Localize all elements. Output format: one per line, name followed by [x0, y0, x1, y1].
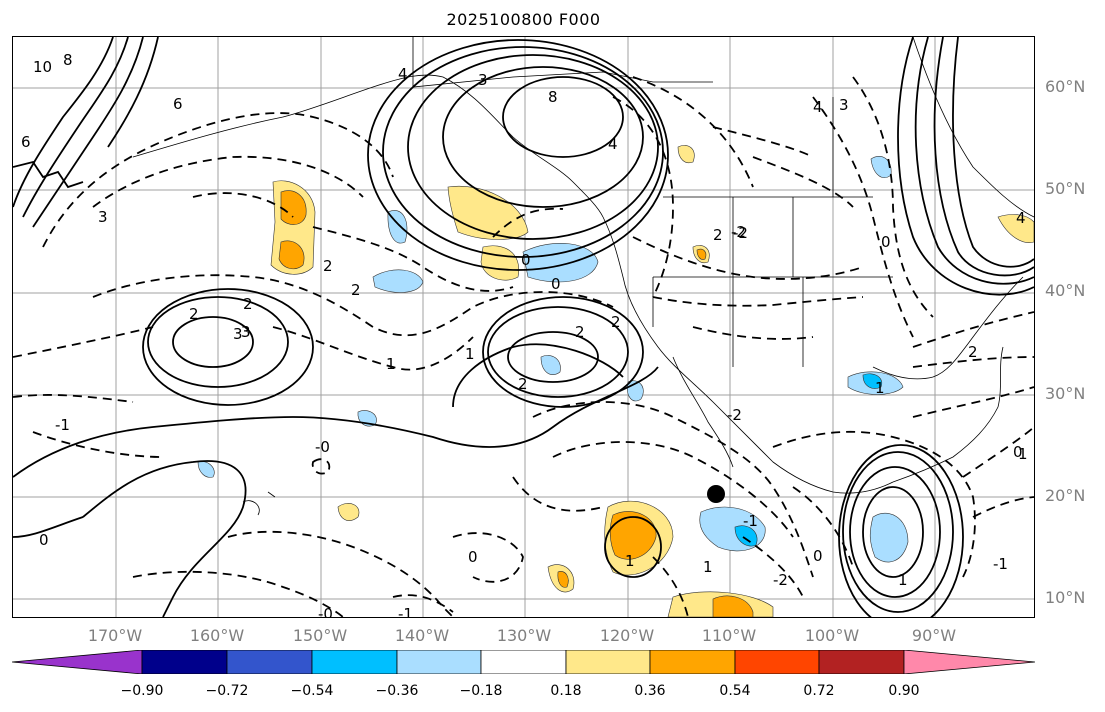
colorbar-segment [311, 650, 398, 674]
colorbar-segment [565, 650, 651, 674]
colorbar-segment [141, 650, 228, 674]
colorbar-tick-label: −0.72 [205, 683, 249, 699]
colorbar-tick-label: 0.18 [550, 683, 582, 699]
contour-label: -0 [315, 438, 330, 456]
contour-label: -2 [773, 571, 788, 589]
colorbar-segment [734, 650, 820, 674]
lon-label-130w: 130°W [496, 626, 552, 645]
map-panel: 10 8 6 6 3 4 3 8 4 4 3 2 2 2 2 3 2 1 1 2… [12, 36, 1035, 618]
contour-label: 1 [703, 558, 713, 576]
lon-label-100w: 100°W [804, 626, 860, 645]
lon-label-140w: 140°W [394, 626, 450, 645]
contour-label: 6 [173, 95, 183, 113]
contour-label: -2 [727, 406, 742, 424]
contour-label: 6 [21, 133, 31, 151]
map-title: 2025100800 F000 [446, 10, 601, 29]
colorbar-tick-label: 0.72 [803, 683, 835, 699]
colorbar-tick-label: −0.18 [459, 683, 503, 699]
contour-label: -1 [55, 416, 70, 434]
contour-label: 8 [548, 88, 558, 106]
contour-label: 2 [968, 343, 978, 361]
contour-label: 0 [1013, 443, 1023, 461]
contour-label: -1 [398, 605, 413, 617]
contour-label: 1 [875, 379, 885, 397]
contour-label: 4 [813, 98, 823, 116]
colorbar-segment [818, 650, 905, 674]
lat-label-30n: 30°N [1045, 384, 1086, 403]
contour-label: 1 [1018, 445, 1028, 463]
contour-label: 0 [521, 251, 531, 269]
lon-label-120w: 120°W [599, 626, 655, 645]
contour-label: 2 [611, 313, 621, 331]
contour-label: 2 [323, 257, 333, 275]
lon-label-150w: 150°W [292, 626, 348, 645]
contour-label: 3 [478, 71, 488, 89]
contour-label: 2 [518, 375, 528, 393]
colorbar-tick-label: 0.54 [719, 683, 751, 699]
contour-label: 4 [398, 65, 408, 83]
coastlines [132, 37, 1034, 516]
contour-label: -0 [318, 605, 333, 617]
contour-label: -1 [743, 512, 758, 530]
colorbar [12, 650, 1035, 674]
shaded-fields [197, 145, 1034, 617]
contour-label: 0 [813, 547, 823, 565]
contour-label: 2 [713, 226, 723, 244]
colorbar-segment [649, 650, 736, 674]
lat-label-10n: 10°N [1045, 588, 1086, 607]
lat-label-60n: 60°N [1045, 77, 1086, 96]
lon-label-90w: 90°W [911, 626, 957, 645]
colorbar-segment [903, 650, 1035, 674]
contour-label: 10 [33, 58, 52, 76]
contour-label: 1 [465, 345, 475, 363]
colorbar-segment [480, 650, 567, 674]
colorbar-segment [12, 650, 143, 674]
storm-center-marker [707, 485, 725, 503]
lon-label-110w: 110°W [701, 626, 757, 645]
contour-label: 2 [351, 281, 361, 299]
contour-label: 3 [98, 208, 108, 226]
contour-label: 4 [608, 135, 618, 153]
contours-positive [13, 37, 1034, 617]
contour-label: 1 [625, 552, 635, 570]
contour-label: -2 [733, 224, 748, 242]
lat-label-40n: 40°N [1045, 281, 1086, 300]
contour-label: 2 [189, 305, 199, 323]
colorbar-tick-label: −0.54 [290, 683, 334, 699]
contour-label: -2 [731, 223, 746, 241]
contour-label: 2 [575, 323, 585, 341]
contour-label: 2 [243, 295, 253, 313]
contour-label: 3 [839, 96, 849, 114]
contour-label: 0 [468, 548, 478, 566]
lat-label-20n: 20°N [1045, 486, 1086, 505]
contour-label: -1 [993, 555, 1008, 573]
contour-label: 0 [39, 531, 49, 549]
contour-label: 0 [881, 233, 891, 251]
colorbar-tick-label: −0.90 [120, 683, 164, 699]
contour-label: 1 [898, 571, 908, 589]
contour-labels: 10 8 6 6 3 4 3 8 4 4 3 2 2 2 2 3 2 1 1 2… [21, 51, 1028, 617]
colorbar-segment [226, 650, 313, 674]
contour-label: 0 [551, 275, 561, 293]
map-canvas: 10 8 6 6 3 4 3 8 4 4 3 2 2 2 2 3 2 1 1 2… [13, 37, 1034, 617]
lat-label-50n: 50°N [1045, 179, 1086, 198]
contour-label: 8 [63, 51, 73, 69]
colorbar-tick-label: 0.90 [888, 683, 920, 699]
colorbar-tick-label: −0.36 [375, 683, 419, 699]
contour-label: 3 [241, 323, 251, 341]
contour-label: 4 [1016, 209, 1026, 227]
lon-label-160w: 160°W [189, 626, 245, 645]
contour-label: 1 [386, 355, 396, 373]
contour-label: 3 [233, 325, 243, 343]
colorbar-tick-label: 0.36 [634, 683, 666, 699]
colorbar-segment [396, 650, 482, 674]
lon-label-170w: 170°W [87, 626, 143, 645]
contours-negative [13, 76, 1034, 617]
